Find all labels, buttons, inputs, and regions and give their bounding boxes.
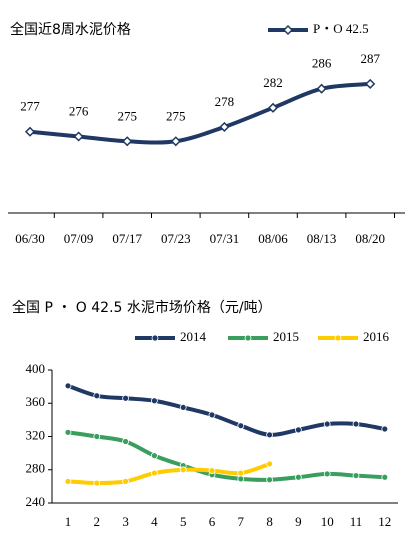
marker — [266, 460, 274, 468]
marker — [294, 473, 302, 481]
marker — [219, 121, 230, 132]
legend-label: 2016 — [363, 329, 390, 344]
data-label: 276 — [69, 103, 89, 118]
x-tick-label: 5 — [180, 514, 187, 529]
x-tick-label: 07/31 — [210, 231, 240, 246]
marker — [122, 438, 129, 445]
marker — [122, 394, 129, 402]
marker — [24, 126, 36, 137]
marker — [352, 472, 360, 479]
marker — [323, 420, 331, 428]
marker — [73, 131, 84, 142]
x-tick-label: 12 — [378, 514, 391, 529]
x-tick-label: 08/13 — [307, 231, 337, 246]
y-tick-label: 400 — [26, 361, 46, 376]
marker — [150, 452, 158, 460]
marker — [122, 136, 133, 147]
legend-marker — [334, 334, 342, 342]
series-line — [67, 383, 386, 437]
x-tick-label: 08/20 — [355, 231, 385, 246]
legend-marker — [282, 24, 294, 36]
marker — [237, 422, 245, 430]
data-label: 275 — [117, 108, 137, 123]
marker — [64, 382, 72, 390]
x-tick-label: 4 — [151, 514, 158, 529]
legend-marker — [151, 334, 159, 342]
marker — [208, 467, 216, 474]
chart-title: 全国 P ・ O 42.5 水泥市场价格（元/吨） — [12, 299, 272, 316]
x-tick-label: 1 — [65, 514, 72, 529]
marker — [170, 136, 181, 147]
chart-title: 全国近8周水泥价格 — [10, 21, 131, 38]
marker — [93, 392, 101, 400]
y-tick-label: 360 — [26, 394, 46, 409]
marker — [352, 420, 360, 428]
marker — [150, 397, 158, 405]
data-label: 278 — [215, 94, 235, 109]
marker — [294, 426, 302, 434]
marker — [365, 78, 376, 89]
x-tick-label: 06/30 — [15, 231, 45, 246]
x-tick-label: 07/09 — [64, 231, 94, 246]
marker — [323, 470, 331, 478]
x-tick-label: 10 — [321, 514, 334, 529]
y-tick-label: 240 — [26, 494, 46, 509]
data-label: 286 — [312, 56, 332, 71]
marker — [64, 428, 72, 436]
legend-marker — [244, 334, 252, 342]
marker — [237, 475, 245, 483]
marker — [267, 102, 279, 113]
marker — [150, 469, 158, 477]
marker — [64, 477, 72, 485]
marker — [208, 411, 216, 419]
marker — [381, 425, 389, 433]
x-tick-label: 6 — [209, 514, 216, 529]
legend-label: 2015 — [273, 329, 299, 344]
legend-label: P・O 42.5 — [313, 21, 369, 36]
data-label: 275 — [166, 108, 186, 123]
data-label: 282 — [263, 75, 283, 90]
x-tick-label: 7 — [238, 514, 245, 529]
x-tick-label: 2 — [94, 514, 101, 529]
marker — [237, 469, 245, 477]
x-tick-label: 8 — [266, 514, 273, 529]
legend-label: 2014 — [180, 329, 207, 344]
marker — [179, 404, 187, 411]
x-tick-label: 07/17 — [112, 231, 142, 246]
marker — [93, 479, 101, 487]
x-tick-label: 3 — [122, 514, 129, 529]
x-tick-label: 9 — [295, 514, 302, 529]
x-tick-label: 11 — [350, 514, 363, 529]
marker — [122, 477, 129, 485]
x-tick-label: 07/23 — [161, 231, 191, 246]
marker — [381, 473, 389, 481]
data-label: 287 — [360, 51, 380, 66]
data-label: 277 — [20, 99, 40, 114]
marker — [316, 83, 327, 94]
marker — [266, 431, 274, 439]
marker — [93, 433, 101, 440]
x-tick-label: 08/06 — [258, 231, 288, 246]
marker — [266, 476, 274, 484]
marker — [179, 466, 187, 474]
y-tick-label: 280 — [26, 461, 46, 476]
y-tick-label: 320 — [26, 427, 46, 442]
